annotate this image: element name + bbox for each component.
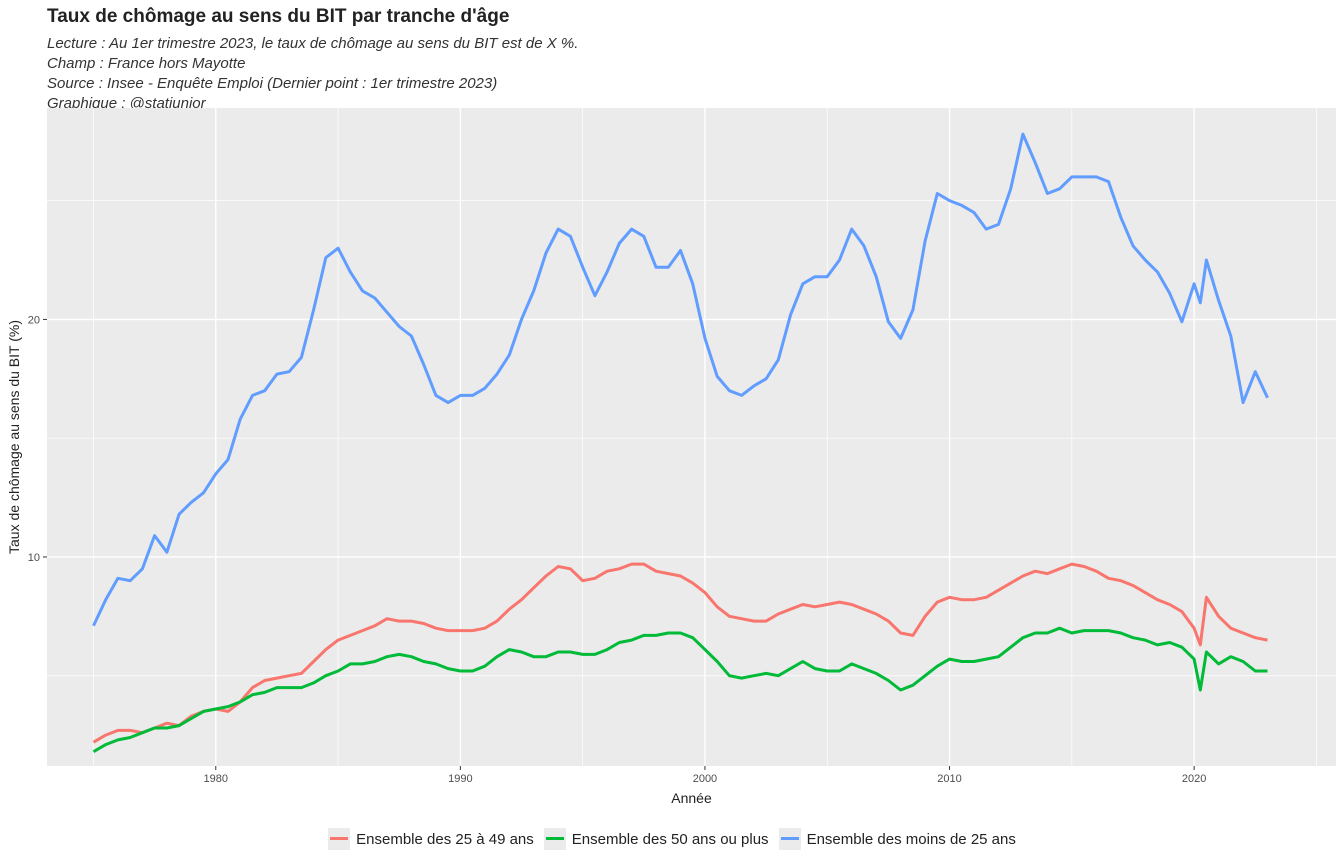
legend-item-50-plus: Ensemble des 50 ans ou plus bbox=[543, 828, 769, 850]
series-line-0 bbox=[92, 562, 1268, 744]
x-tick-label: 2000 bbox=[693, 773, 717, 785]
plot-panel bbox=[47, 108, 1336, 766]
axes-layer: 1980 1990 2000 2010 2020 10 20 bbox=[28, 314, 1207, 785]
series-line-2 bbox=[92, 132, 1269, 627]
x-axis-label: Année bbox=[671, 790, 712, 806]
legend-label-under-25: Ensemble des moins de 25 ans bbox=[806, 830, 1016, 848]
series-line-1 bbox=[92, 626, 1268, 753]
legend-key-under-25 bbox=[778, 828, 801, 850]
legend: Ensemble des 25 à 49 ans Ensemble des 50… bbox=[0, 828, 1344, 850]
chart-title: Taux de chômage au sens du BIT par tranc… bbox=[47, 6, 510, 27]
x-tick-label: 1990 bbox=[448, 773, 472, 785]
x-tick-label: 2020 bbox=[1182, 773, 1206, 785]
y-tick-label: 10 bbox=[28, 552, 40, 564]
y-tick-label: 20 bbox=[28, 314, 40, 326]
x-tick-label: 2010 bbox=[937, 773, 961, 785]
major-gridlines bbox=[47, 108, 1336, 766]
chart-subtitle: Lecture : Au 1er trimestre 2023, le taux… bbox=[47, 34, 578, 114]
series-layer bbox=[92, 132, 1269, 753]
legend-item-25-49: Ensemble des 25 à 49 ans bbox=[328, 828, 534, 850]
legend-label-50-plus: Ensemble des 50 ans ou plus bbox=[571, 830, 769, 848]
legend-key-50-plus bbox=[543, 828, 566, 850]
subtitle-champ: Champ : France hors Mayotte bbox=[47, 55, 246, 72]
legend-label-25-49: Ensemble des 25 à 49 ans bbox=[356, 830, 534, 848]
subtitle-credit: Graphique : @statjunior bbox=[47, 95, 206, 112]
minor-gridlines bbox=[47, 108, 1336, 766]
legend-item-under-25: Ensemble des moins de 25 ans bbox=[778, 828, 1016, 850]
legend-key-25-49 bbox=[328, 828, 351, 850]
subtitle-lecture: Lecture : Au 1er trimestre 2023, le taux… bbox=[47, 35, 579, 52]
subtitle-source: Source : Insee - Enquête Emploi (Dernier… bbox=[47, 75, 498, 92]
y-axis-label: Taux de chômage au sens du BIT (%) bbox=[6, 320, 22, 554]
x-tick-label: 1980 bbox=[204, 773, 228, 785]
